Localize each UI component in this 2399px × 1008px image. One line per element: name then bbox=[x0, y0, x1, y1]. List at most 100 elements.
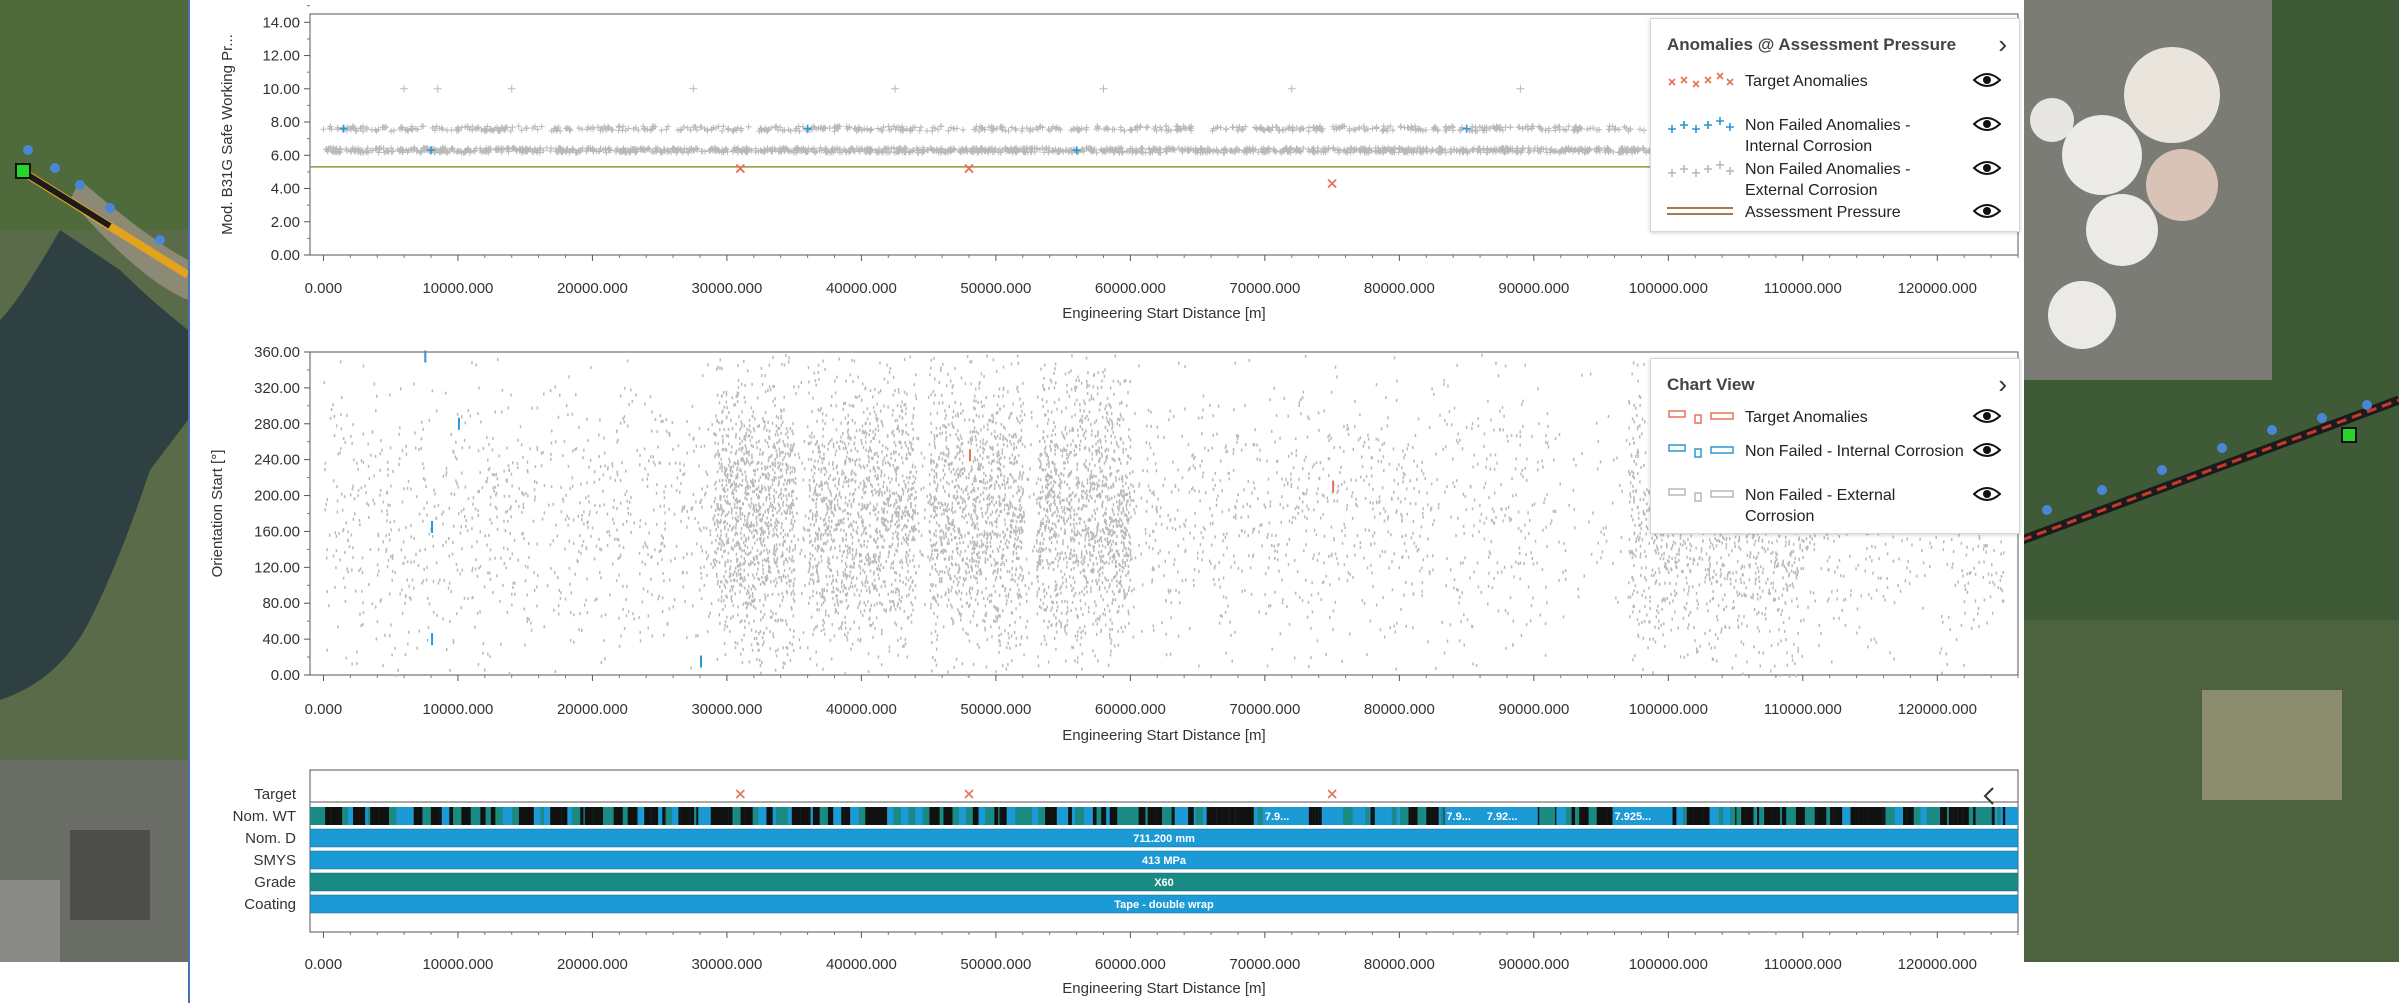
external-corrosion-point bbox=[786, 482, 788, 485]
external-corrosion-point bbox=[1288, 455, 1290, 458]
external-corrosion-point bbox=[749, 419, 751, 422]
external-corrosion-point bbox=[719, 561, 721, 564]
external-corrosion-point bbox=[614, 538, 616, 541]
external-corrosion-point bbox=[493, 490, 495, 493]
external-corrosion-point bbox=[686, 452, 688, 455]
external-corrosion-point bbox=[1091, 394, 1093, 397]
external-corrosion-point bbox=[1101, 386, 1103, 389]
external-corrosion-point bbox=[814, 372, 816, 375]
external-corrosion-point bbox=[842, 432, 844, 435]
external-corrosion-point bbox=[1108, 664, 1110, 667]
external-corrosion-point bbox=[903, 404, 905, 407]
external-corrosion-point bbox=[683, 586, 685, 589]
external-corrosion-point bbox=[694, 517, 696, 520]
external-corrosion-point bbox=[1664, 582, 1666, 585]
external-corrosion-point bbox=[767, 441, 769, 444]
x-tick-label: 50000.000 bbox=[960, 280, 1031, 297]
external-corrosion-point bbox=[943, 486, 945, 489]
external-corrosion-point bbox=[1637, 618, 1639, 621]
external-corrosion-point bbox=[490, 548, 492, 551]
external-corrosion-point bbox=[772, 534, 774, 537]
external-corrosion-point bbox=[828, 516, 830, 519]
external-corrosion-point bbox=[737, 364, 739, 367]
external-corrosion-point bbox=[882, 460, 884, 463]
external-corrosion-point bbox=[935, 127, 941, 133]
external-corrosion-point bbox=[957, 608, 959, 611]
external-corrosion-point bbox=[521, 511, 523, 514]
external-corrosion-point bbox=[778, 593, 780, 596]
external-corrosion-point bbox=[1443, 383, 1445, 386]
external-corrosion-point bbox=[1784, 565, 1786, 568]
external-corrosion-point bbox=[787, 443, 789, 446]
external-corrosion-point bbox=[1484, 522, 1486, 525]
external-corrosion-point bbox=[1069, 575, 1071, 578]
external-corrosion-point bbox=[1054, 589, 1056, 592]
external-corrosion-point bbox=[1728, 554, 1730, 557]
external-corrosion-point bbox=[1125, 448, 1127, 451]
external-corrosion-point bbox=[992, 530, 994, 533]
external-corrosion-point bbox=[1725, 546, 1727, 549]
external-corrosion-point bbox=[1759, 586, 1761, 589]
external-corrosion-point bbox=[703, 526, 705, 529]
external-corrosion-point bbox=[619, 127, 625, 133]
external-corrosion-point bbox=[1296, 449, 1298, 452]
external-corrosion-point bbox=[918, 124, 924, 130]
external-corrosion-point bbox=[1132, 485, 1134, 488]
external-corrosion-point bbox=[891, 85, 899, 93]
external-corrosion-point bbox=[948, 405, 950, 408]
external-corrosion-point bbox=[975, 399, 977, 402]
external-corrosion-point bbox=[1658, 627, 1660, 630]
y-tick-label: 200.00 bbox=[254, 488, 300, 505]
external-corrosion-point bbox=[845, 587, 847, 590]
external-corrosion-point bbox=[759, 453, 761, 456]
external-corrosion-point bbox=[482, 652, 484, 655]
x-tick-label: 120000.000 bbox=[1898, 280, 1977, 297]
external-corrosion-point bbox=[551, 485, 553, 488]
external-corrosion-point bbox=[962, 490, 964, 493]
external-corrosion-point bbox=[1711, 582, 1713, 585]
external-corrosion-point bbox=[735, 433, 737, 436]
external-corrosion-point bbox=[665, 123, 671, 129]
external-corrosion-point bbox=[722, 555, 724, 558]
external-corrosion-point bbox=[1464, 556, 1466, 559]
external-corrosion-point bbox=[449, 669, 451, 672]
external-corrosion-point bbox=[1326, 575, 1328, 578]
external-corrosion-point bbox=[752, 460, 754, 463]
external-corrosion-point bbox=[735, 567, 737, 570]
external-corrosion-point bbox=[808, 570, 810, 573]
external-corrosion-point bbox=[1214, 565, 1216, 568]
external-corrosion-point bbox=[1649, 638, 1651, 641]
external-corrosion-point bbox=[754, 417, 756, 420]
external-corrosion-point bbox=[1374, 531, 1376, 534]
external-corrosion-point bbox=[1608, 415, 1610, 418]
external-corrosion-point bbox=[1080, 607, 1082, 610]
external-corrosion-point bbox=[1102, 416, 1104, 419]
external-corrosion-point bbox=[1105, 459, 1107, 462]
external-corrosion-point bbox=[2002, 589, 2004, 592]
external-corrosion-point bbox=[1098, 447, 1100, 450]
x-tick-label: 110000.000 bbox=[1764, 280, 1842, 297]
external-corrosion-point bbox=[576, 125, 582, 131]
external-corrosion-point bbox=[831, 657, 833, 660]
external-corrosion-point bbox=[1640, 552, 1642, 555]
external-corrosion-point bbox=[745, 487, 747, 490]
external-corrosion-point bbox=[1553, 459, 1555, 462]
external-corrosion-point bbox=[941, 580, 943, 583]
external-corrosion-point bbox=[1729, 537, 1731, 540]
external-corrosion-point bbox=[1689, 557, 1691, 560]
external-corrosion-point bbox=[981, 405, 983, 408]
external-corrosion-point bbox=[1390, 533, 1392, 536]
external-corrosion-point bbox=[1081, 561, 1083, 564]
external-corrosion-point bbox=[363, 461, 365, 464]
external-corrosion-point bbox=[1713, 658, 1715, 661]
external-corrosion-point bbox=[449, 555, 451, 558]
external-corrosion-point bbox=[1056, 584, 1058, 587]
external-corrosion-point bbox=[1721, 542, 1723, 545]
external-corrosion-point bbox=[1099, 544, 1101, 547]
external-corrosion-point bbox=[699, 527, 701, 530]
external-corrosion-point bbox=[1339, 471, 1341, 474]
external-corrosion-point bbox=[838, 477, 840, 480]
external-corrosion-point bbox=[1014, 537, 1016, 540]
external-corrosion-point bbox=[1074, 454, 1076, 457]
external-corrosion-point bbox=[1526, 458, 1528, 461]
